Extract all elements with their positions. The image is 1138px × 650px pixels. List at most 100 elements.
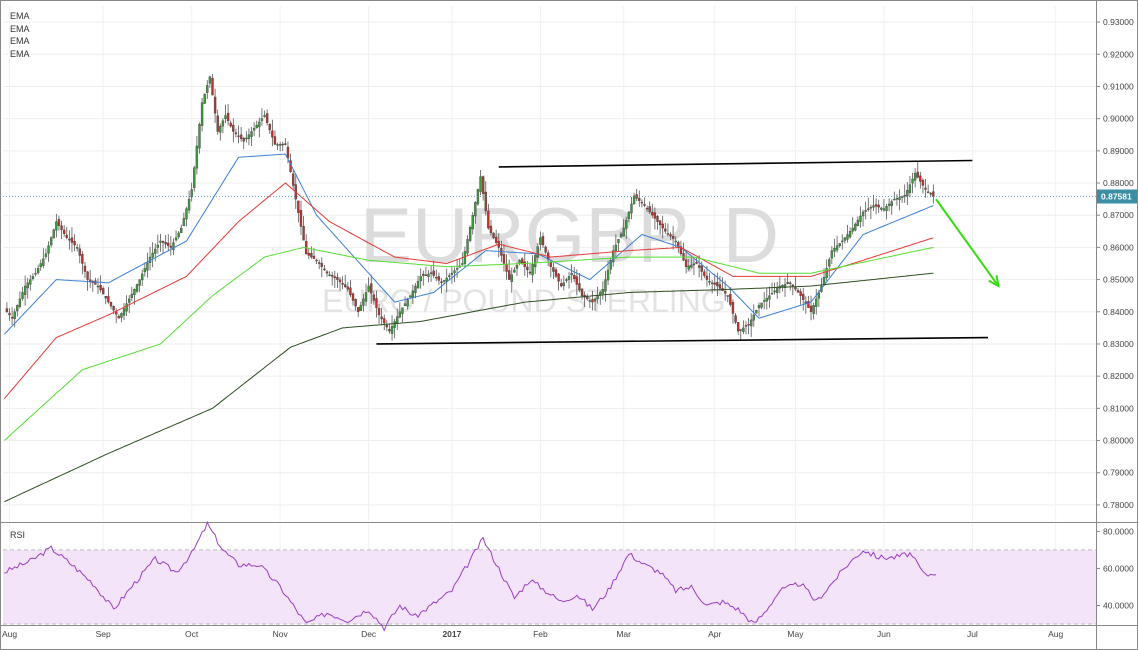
candle-body: [359, 305, 363, 311]
candle-body: [62, 229, 66, 234]
candle-body: [877, 204, 880, 208]
candle-body: [268, 123, 271, 131]
candle-body: [453, 270, 456, 274]
ema-line-2: [3, 182, 934, 400]
candle-body: [193, 167, 196, 188]
candle-body: [263, 115, 266, 117]
candle-body: [580, 288, 584, 296]
candle-body: [143, 268, 147, 273]
legend-ema-2[interactable]: EMA: [10, 23, 30, 34]
candle-body: [75, 247, 79, 249]
candle-body: [276, 144, 279, 146]
candle-body: [718, 284, 722, 289]
candle-body: [557, 273, 560, 282]
price-tick-label: 0.85000: [1103, 275, 1134, 285]
candle-body: [424, 274, 428, 276]
candle-body: [409, 295, 412, 298]
candle-body: [169, 245, 173, 248]
candle-body: [854, 223, 857, 231]
candle-body: [666, 233, 670, 235]
candle-body: [468, 227, 472, 241]
candle-body: [65, 234, 68, 238]
time-tick-label: May: [787, 629, 804, 639]
candle-body: [206, 85, 209, 93]
candle-body: [531, 264, 534, 276]
candle-body: [752, 314, 755, 321]
candle-body: [664, 228, 667, 232]
candle-body: [567, 276, 571, 280]
candle-body: [710, 282, 714, 285]
candle-body: [291, 173, 295, 186]
candle-body: [867, 208, 870, 210]
legend-ema-3[interactable]: EMA: [10, 36, 30, 46]
price-tick-label: 0.92000: [1103, 49, 1134, 59]
channel-bottom-line[interactable]: [376, 336, 989, 345]
candle-body: [112, 306, 115, 311]
candle-body: [403, 303, 407, 307]
candle-body: [760, 302, 763, 308]
candle-body: [344, 284, 347, 288]
legend-ema-1[interactable]: EMA: [10, 11, 30, 21]
candle-body: [338, 279, 342, 283]
candle-body: [518, 260, 521, 264]
trend-arrow-head[interactable]: [988, 275, 1000, 288]
candle-body: [354, 298, 357, 307]
candle-body: [494, 236, 498, 243]
candle-body: [622, 227, 625, 237]
candle-body: [895, 198, 899, 200]
candle-body: [843, 237, 847, 241]
rsi-pane-label: RSI: [10, 530, 26, 540]
candle-body: [416, 281, 420, 289]
candle-body: [151, 252, 154, 258]
candle-body: [505, 263, 508, 272]
candle-body: [916, 171, 919, 178]
candle-body: [362, 298, 365, 306]
candle-body: [250, 131, 253, 137]
candle-body: [723, 290, 727, 294]
candle-body: [487, 210, 490, 229]
candle-body: [44, 253, 48, 257]
candle-body: [102, 288, 105, 295]
time-tick-label: Sep: [96, 629, 111, 639]
candle-body: [768, 295, 771, 300]
candle-body: [312, 255, 316, 259]
candle-body: [692, 263, 696, 266]
candle-body: [851, 227, 854, 232]
candle-body: [783, 284, 787, 288]
candle-body: [286, 146, 290, 159]
candle-body: [640, 201, 644, 204]
candle-body: [247, 134, 251, 140]
candle-body: [42, 258, 45, 266]
candle-body: [174, 237, 178, 241]
candle-body: [70, 237, 74, 243]
watermark-name: EURO / POUND STERLING: [322, 283, 726, 319]
candle-body: [351, 293, 355, 301]
candle-body: [180, 227, 183, 233]
rsi-tick-label: 60.0000: [1103, 563, 1134, 573]
candle-body: [898, 197, 901, 201]
candle-body: [502, 253, 506, 264]
candle-body: [887, 203, 891, 206]
candle-body: [885, 206, 888, 211]
price-tick-label: 0.87000: [1103, 210, 1134, 220]
ema-legend: EMA EMA EMA EMA: [10, 10, 30, 60]
legend-ema-4[interactable]: EMA: [10, 48, 30, 59]
candle-body: [921, 179, 925, 186]
candle-body: [318, 262, 321, 264]
candle-body: [856, 219, 860, 226]
candle-body: [541, 236, 545, 246]
candle-body: [156, 244, 160, 248]
candle-body: [141, 273, 144, 281]
channel-top-line[interactable]: [498, 159, 973, 168]
candle-body: [252, 128, 256, 131]
candle-body: [411, 290, 415, 298]
trend-arrow-shaft[interactable]: [935, 198, 1000, 287]
candle-body: [906, 190, 909, 197]
candle-body: [177, 232, 180, 238]
candle-body: [120, 313, 123, 318]
candle-body: [195, 145, 199, 169]
candle-body: [841, 240, 844, 243]
candle-body: [536, 246, 539, 258]
candle-body: [99, 285, 102, 291]
